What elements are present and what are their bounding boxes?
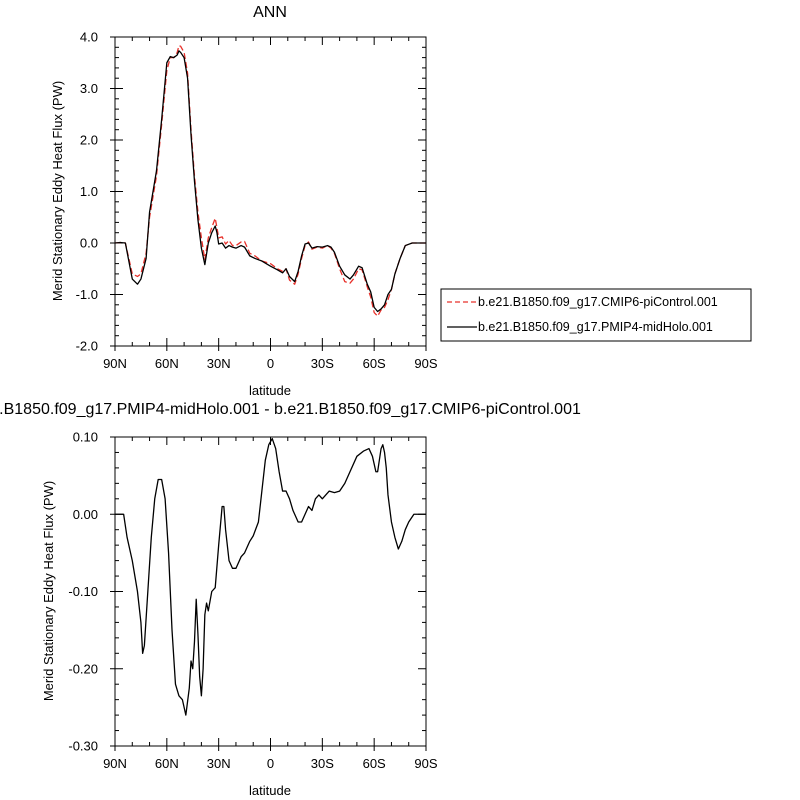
top-x-tick-label: 30N xyxy=(207,356,231,371)
bottom-y-tick-label: -0.20 xyxy=(68,661,98,676)
bottom-series-lines xyxy=(115,437,426,716)
bottom-plot-area: 90N 60N 30N 0 30S 60S 90S 0.10 0.00 -0.10 -0.20 -0.… xyxy=(68,430,438,772)
legend-box xyxy=(440,288,752,342)
bottom-x-tick-label: 60N xyxy=(155,756,179,771)
top-y-tick-label: 1.0 xyxy=(80,184,98,199)
top-y-tick-label: 3.0 xyxy=(80,81,98,96)
top-series-line-1 xyxy=(115,50,426,313)
top-series-lines xyxy=(115,45,426,317)
top-series-line-0 xyxy=(115,45,426,317)
bottom-x-axis-label: latitude xyxy=(249,783,291,798)
bottom-series-line-0 xyxy=(115,437,426,716)
top-x-tick-label: 0 xyxy=(267,356,274,371)
bottom-x-tick-label: 90S xyxy=(414,756,437,771)
top-x-tick-label: 90N xyxy=(103,356,127,371)
bottom-x-tick-label: 30S xyxy=(311,756,334,771)
top-y-tick-label: 0.0 xyxy=(80,236,98,251)
top-y-tick-label: 2.0 xyxy=(80,133,98,148)
bottom-chart-title: b.e21.B1850.f09_g17.PMIP4-midHolo.001 - … xyxy=(0,401,581,418)
bottom-x-tick-label: 30N xyxy=(207,756,231,771)
bottom-y-tick-label: -0.30 xyxy=(68,739,98,754)
top-chart-title: ANN xyxy=(253,4,287,21)
legend-label-midholo: b.e21.B1850.f09_g17.PMIP4-midHolo.001 xyxy=(478,320,713,334)
top-plot-frame xyxy=(114,36,427,347)
bottom-y-tick-label: 0.00 xyxy=(73,507,98,522)
bottom-y-tick-label: -0.10 xyxy=(68,584,98,599)
bottom-y-axis-label: Merid Stationary Eddy Heat Flux (PW) xyxy=(41,481,56,701)
top-x-tick-label: 60S xyxy=(363,356,386,371)
top-plot-area: 90N 60N 30N 0 30S 60S 90S 4.0 3.0 2.0 1.0 0.0 -1.0 -2… xyxy=(76,30,438,372)
top-x-tick-label: 30S xyxy=(311,356,334,371)
legend-label-picontrol: b.e21.B1850.f09_g17.CMIP6-piControl.001 xyxy=(478,295,718,309)
top-x-axis-label: latitude xyxy=(249,383,291,398)
bottom-x-tick-label: 0 xyxy=(267,756,274,771)
top-y-tick-label: 4.0 xyxy=(80,30,98,45)
top-y-tick-label: -1.0 xyxy=(76,287,98,302)
legend: b.e21.B1850.f09_g17.CMIP6-piControl.001 … xyxy=(440,288,752,342)
bottom-plot-frame xyxy=(114,436,427,747)
top-y-axis-label: Merid Stationary Eddy Heat Flux (PW) xyxy=(50,81,65,301)
bottom-x-tick-label: 60S xyxy=(363,756,386,771)
bottom-panel: b.e21.B1850.f09_g17.PMIP4-midHolo.001 - … xyxy=(0,401,581,798)
top-x-tick-label: 60N xyxy=(155,356,179,371)
top-x-tick-label: 90S xyxy=(414,356,437,371)
top-y-tick-label: -2.0 xyxy=(76,339,98,354)
bottom-y-tick-label: 0.10 xyxy=(73,430,98,445)
top-panel: ANN 90N 60N 30N 0 30S 60S 90S 4.0 3.0 2.0 1.0 0.0 -1… xyxy=(50,4,752,398)
bottom-x-tick-label: 90N xyxy=(103,756,127,771)
